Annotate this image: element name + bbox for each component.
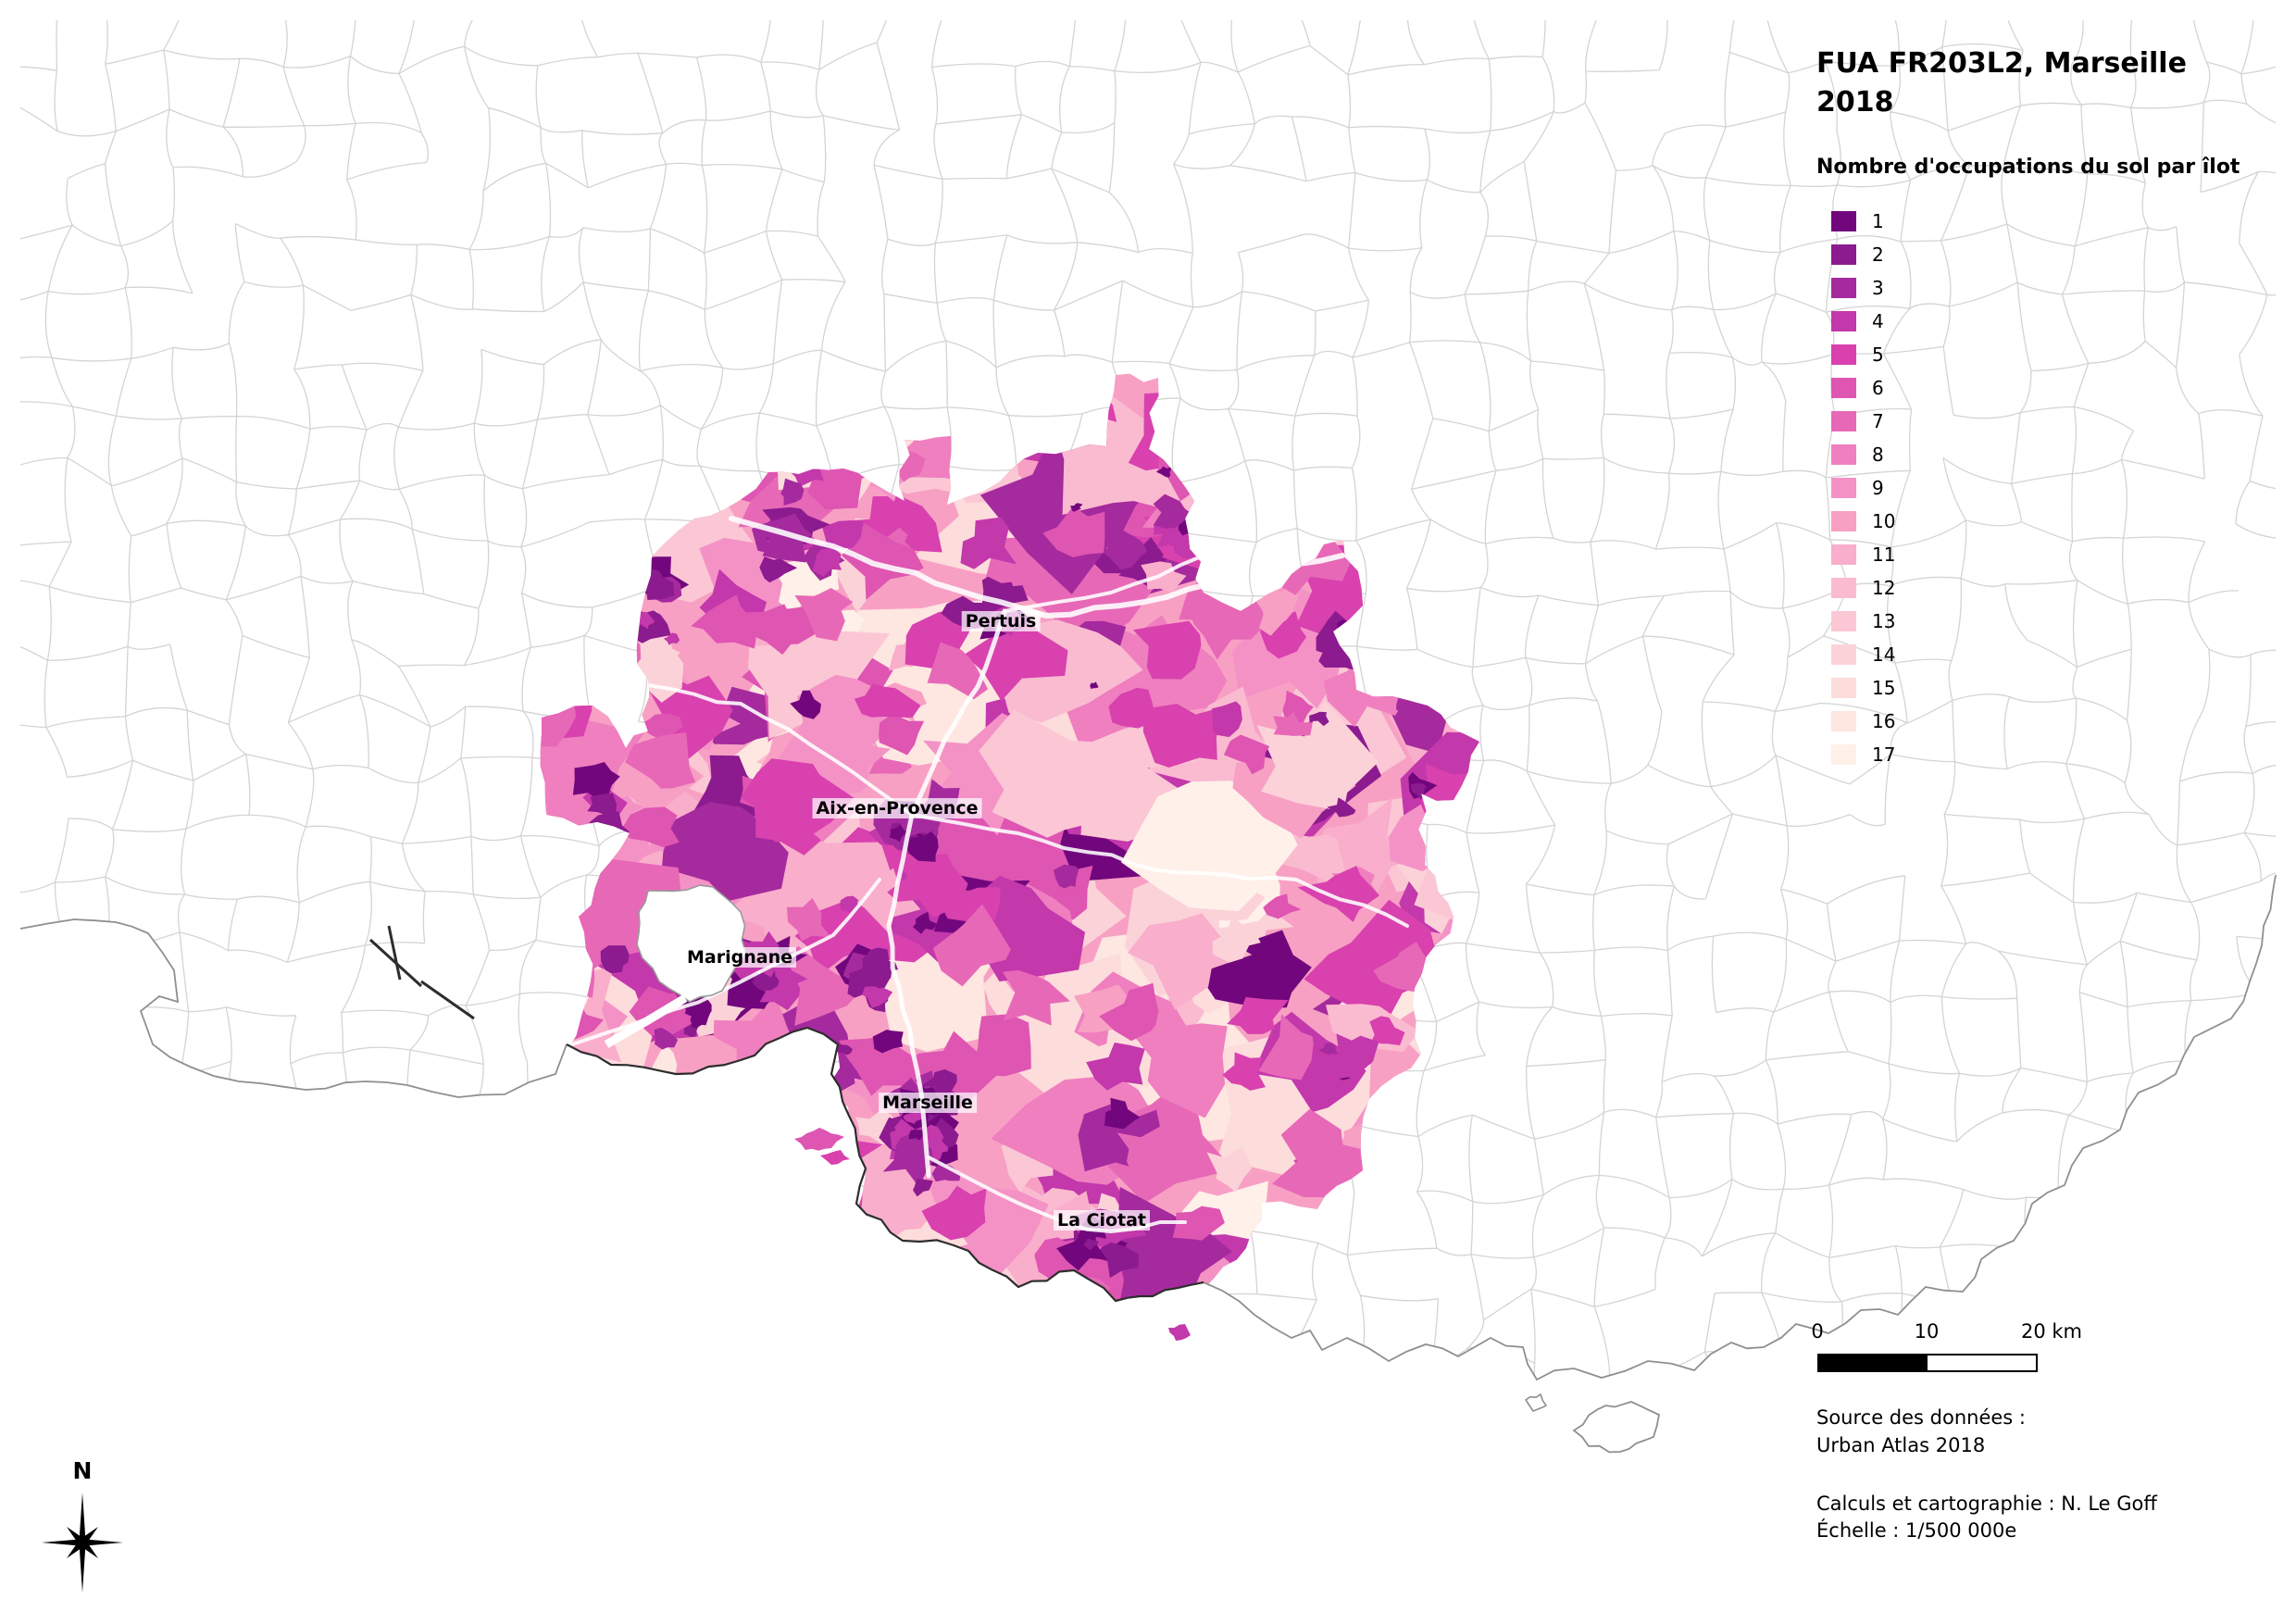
legend-label: 5	[1872, 344, 1884, 366]
legend-label: 15	[1872, 677, 1896, 699]
legend-swatch	[1831, 311, 1856, 331]
city-label-aix-en-provence: Aix-en-Provence	[812, 798, 982, 818]
legend-label: 4	[1872, 310, 1884, 332]
city-label-marignane: Marignane	[683, 947, 796, 968]
legend-label: 12	[1872, 577, 1896, 599]
legend-label: 17	[1872, 743, 1896, 766]
city-label-la-ciotat: La Ciotat	[1053, 1210, 1151, 1230]
legend-swatch	[1831, 244, 1856, 265]
scalebar-tick-10: 10	[1914, 1320, 1940, 1343]
legend-swatch	[1831, 578, 1856, 598]
legend-swatch	[1831, 611, 1856, 631]
legend-swatch	[1831, 744, 1856, 765]
legend-swatch	[1831, 478, 1856, 498]
title-line2: 2018	[1816, 86, 1894, 119]
map-title: FUA FR203L2, Marseille 2018	[1816, 44, 2279, 122]
legend-swatch	[1831, 678, 1856, 698]
credits-line2: Échelle : 1/500 000e	[1816, 1519, 2017, 1542]
legend-label: 14	[1872, 643, 1896, 666]
legend-swatch	[1831, 411, 1856, 431]
source-text: Source des données : Urban Atlas 2018	[1816, 1404, 2026, 1459]
scalebar	[1817, 1354, 2038, 1372]
city-label-pertuis: Pertuis	[961, 611, 1041, 631]
legend-label: 2	[1872, 244, 1884, 266]
legend-swatch	[1831, 444, 1856, 465]
legend-label: 13	[1872, 610, 1896, 632]
credits-line1: Calculs et cartographie : N. Le Goff	[1816, 1493, 2157, 1515]
source-line2: Urban Atlas 2018	[1816, 1434, 1986, 1456]
legend-swatch	[1831, 378, 1856, 398]
scalebar-tick-0: 0	[1811, 1320, 1824, 1343]
legend-label: 1	[1872, 210, 1884, 232]
legend-label: 7	[1872, 410, 1884, 432]
credits-text: Calculs et cartographie : N. Le Goff Éch…	[1816, 1491, 2157, 1544]
legend-label: 10	[1872, 510, 1896, 532]
legend-label: 16	[1872, 710, 1896, 732]
legend-label: 6	[1872, 377, 1884, 399]
legend-label: 11	[1872, 543, 1896, 566]
legend-swatch	[1831, 711, 1856, 731]
legend-swatch	[1831, 644, 1856, 665]
north-label: N	[72, 1457, 93, 1484]
sea-and-coastline	[19, 874, 2277, 1624]
legend-swatch	[1831, 344, 1856, 365]
title-line1: FUA FR203L2, Marseille	[1816, 47, 2187, 80]
legend-swatch	[1831, 278, 1856, 298]
scalebar-filled-half	[1819, 1355, 1928, 1370]
source-line1: Source des données :	[1816, 1406, 2026, 1429]
north-arrow: N	[15, 1459, 150, 1602]
legend-title: Nombre d'occupations du sol par îlot	[1816, 156, 2240, 179]
scalebar-tick-20km: 20 km	[2020, 1320, 2083, 1343]
legend-swatch	[1831, 211, 1856, 231]
compass-star-icon	[42, 1493, 123, 1593]
city-label-marseille: Marseille	[879, 1093, 977, 1113]
legend-label: 3	[1872, 277, 1884, 299]
legend-label: 8	[1872, 443, 1884, 466]
legend-label: 9	[1872, 477, 1884, 499]
legend-swatch	[1831, 511, 1856, 531]
legend-swatch	[1831, 544, 1856, 565]
